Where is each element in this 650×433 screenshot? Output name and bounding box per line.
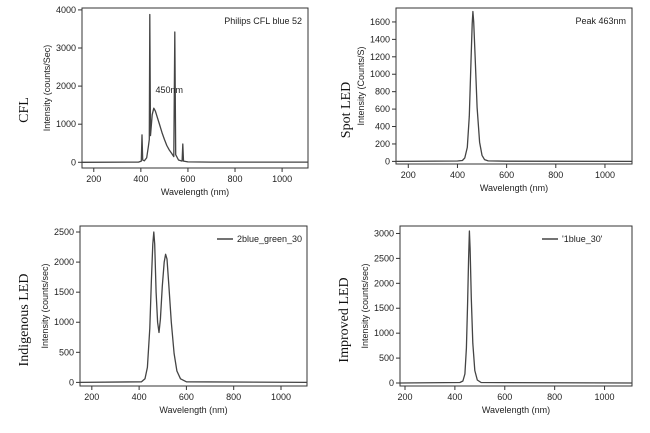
y-tick-label: 2500 [54, 227, 74, 237]
x-tick-label: 400 [447, 392, 462, 402]
y-tick-label: 0 [389, 378, 394, 388]
y-tick-label: 1500 [374, 303, 394, 313]
x-tick-label: 200 [401, 170, 416, 180]
side-label: CFL [17, 97, 32, 123]
series-line-1 [79, 231, 308, 384]
legend-label: Philips CFL blue 52 [224, 16, 302, 26]
x-tick-label: 800 [547, 392, 562, 402]
x-tick-label: 1000 [272, 174, 292, 184]
chart-panel-2: 200 400 600 800 1000 0 200 400 600 800 1000 1200 140… [339, 7, 633, 193]
x-axis-label: Wavelength (nm) [161, 187, 229, 197]
y-tick-label: 500 [59, 347, 74, 357]
peak-annotation: 450nm [155, 85, 183, 95]
y-tick-label: 400 [375, 122, 390, 132]
y-tick-label: 3000 [374, 228, 394, 238]
x-axis-label: Wavelength (nm) [159, 405, 227, 415]
plot-frame [399, 225, 633, 387]
y-tick-label: 3000 [56, 43, 76, 53]
y-axis-label: Intensity (counts/sec) [40, 263, 50, 348]
x-tick-label: 400 [133, 174, 148, 184]
plot-frame [395, 7, 633, 165]
y-tick-label: 1000 [370, 69, 390, 79]
x-tick-label: 800 [548, 170, 563, 180]
y-tick-label: 2500 [374, 253, 394, 263]
x-tick-label: 200 [86, 174, 101, 184]
x-tick-label: 600 [179, 392, 194, 402]
series-line-1 [81, 13, 308, 163]
x-tick-label: 200 [397, 392, 412, 402]
plot-frame [79, 225, 308, 387]
legend-label: 2blue_green_30 [237, 234, 302, 244]
y-tick-label: 2000 [54, 257, 74, 267]
y-tick-label: 1400 [370, 34, 390, 44]
x-tick-label: 200 [84, 392, 99, 402]
y-tick-label: 800 [375, 87, 390, 97]
y-tick-label: 600 [375, 104, 390, 114]
y-axis-label: Intensity (counts/sec) [360, 263, 370, 348]
x-tick-label: 800 [226, 392, 241, 402]
series-line-1 [399, 230, 633, 384]
y-tick-label: 500 [379, 353, 394, 363]
x-tick-label: 600 [180, 174, 195, 184]
chart-panel-1: 200 400 600 800 1000 0 1000 2000 3000 4000 Wavelen… [17, 5, 309, 197]
y-tick-label: 1000 [374, 328, 394, 338]
y-tick-label: 0 [385, 156, 390, 166]
y-tick-label: 0 [69, 377, 74, 387]
x-tick-label: 800 [228, 174, 243, 184]
x-tick-label: 600 [499, 170, 514, 180]
y-tick-label: 200 [375, 139, 390, 149]
x-tick-label: 400 [132, 392, 147, 402]
series-line-1 [395, 10, 633, 163]
side-label: Spot LED [339, 82, 354, 138]
y-tick-label: 1000 [56, 119, 76, 129]
y-tick-label: 1200 [370, 52, 390, 62]
y-tick-label: 1600 [370, 17, 390, 27]
x-axis-label: Wavelength (nm) [482, 405, 550, 415]
y-tick-label: 0 [71, 157, 76, 167]
x-axis-label: Wavelength (nm) [480, 183, 548, 193]
y-tick-label: 2000 [56, 81, 76, 91]
x-tick-label: 1000 [595, 170, 615, 180]
y-tick-label: 2000 [374, 278, 394, 288]
side-label: Indigenous LED [17, 274, 32, 367]
y-tick-label: 4000 [56, 5, 76, 15]
legend-label: Peak 463nm [575, 16, 626, 26]
chart-panel-4: 200 400 600 800 1000 0 500 1000 1500 2000 2500 3000… [337, 225, 633, 415]
x-tick-label: 1000 [271, 392, 291, 402]
x-tick-label: 400 [450, 170, 465, 180]
legend-label: '1blue_30' [562, 234, 603, 244]
y-tick-label: 1000 [54, 317, 74, 327]
y-axis-label: Intensity (Counts/S) [356, 46, 366, 125]
plot-frame [81, 7, 309, 169]
y-axis-label: Intensity (counts/Sec) [42, 45, 52, 132]
side-label: Improved LED [337, 277, 352, 362]
y-tick-label: 1500 [54, 287, 74, 297]
chart-panel-3: 200 400 600 800 1000 0 500 1000 1500 2000 2500 Wave… [17, 225, 308, 415]
x-tick-label: 600 [497, 392, 512, 402]
x-tick-label: 1000 [595, 392, 615, 402]
